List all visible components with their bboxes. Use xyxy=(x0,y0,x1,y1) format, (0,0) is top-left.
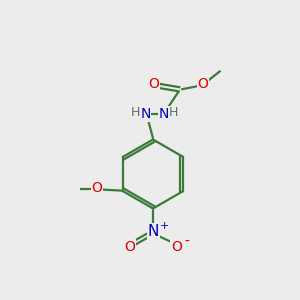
Text: H: H xyxy=(168,106,178,119)
Text: N: N xyxy=(140,107,151,121)
Text: N: N xyxy=(158,107,169,121)
Text: O: O xyxy=(124,240,135,254)
Text: +: + xyxy=(160,221,169,231)
Text: -: - xyxy=(185,235,190,248)
Text: N: N xyxy=(148,224,159,239)
Text: O: O xyxy=(91,181,102,195)
Text: O: O xyxy=(148,77,159,91)
Text: O: O xyxy=(198,77,208,91)
Text: H: H xyxy=(131,106,141,119)
Text: O: O xyxy=(171,240,182,254)
